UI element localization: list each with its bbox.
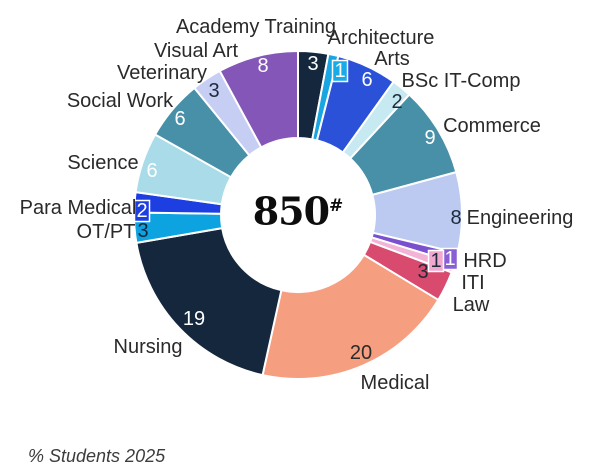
value-label-bsc-it-comp: 2: [391, 91, 402, 113]
value-label-box-iti: [427, 249, 445, 273]
category-label-science: Science: [67, 152, 138, 174]
value-label-commerce: 9: [424, 127, 435, 149]
category-label-bsc-it-comp: BSc IT-Comp: [402, 70, 521, 92]
pie-slice-nursing: [135, 227, 283, 377]
value-label-arts: 6: [361, 69, 372, 91]
category-label-medical: Medical: [361, 372, 430, 394]
category-label-ot-pt: OT/PT: [77, 221, 136, 243]
chart-footnote: % Students 2025: [28, 446, 166, 466]
category-label-nursing: Nursing: [114, 336, 183, 358]
donut-slices: [133, 50, 463, 380]
value-label-science: 6: [146, 160, 157, 182]
center-value-footnote-marker: #: [329, 195, 344, 216]
category-label-academy-training: Academy Training: [176, 16, 336, 38]
value-label-academy-training: 3: [307, 53, 318, 75]
category-label-engineering: Engineering: [467, 207, 574, 229]
value-label-box-para-medical: [133, 199, 151, 223]
value-label-social-work: 6: [174, 108, 185, 130]
category-label-commerce: Commerce: [443, 115, 541, 137]
category-label-architecture: Architecture: [328, 27, 435, 49]
value-label-engineering: 8: [450, 207, 461, 229]
value-label-medical: 20: [350, 342, 372, 364]
pie-slice-visual-art: [218, 50, 299, 149]
value-label-para-medical: 2: [136, 200, 147, 222]
category-label-hrd: HRD: [463, 250, 506, 272]
center-value-number: 850: [252, 188, 330, 234]
category-label-para-medical: Para Medical: [20, 197, 137, 219]
value-label-box-architecture: [331, 59, 349, 83]
category-label-arts: Arts: [374, 48, 410, 70]
category-label-law: Law: [453, 294, 490, 316]
value-label-nursing: 19: [183, 308, 205, 330]
value-label-ot-pt: 3: [137, 220, 148, 242]
value-label-visual-art: 8: [257, 55, 268, 77]
category-label-visual-art: Visual Art: [154, 40, 239, 62]
category-label-veterinary: Veterinary: [117, 62, 207, 84]
value-label-architecture: 1: [334, 60, 345, 82]
value-label-law: 3: [417, 261, 428, 283]
category-label-iti: ITI: [461, 272, 484, 294]
category-label-social-work: Social Work: [67, 90, 174, 112]
value-label-veterinary: 3: [208, 80, 219, 102]
pie-slice-medical: [261, 253, 440, 380]
value-label-iti: 1: [430, 250, 441, 272]
donut-center-value: 850#: [253, 189, 344, 234]
value-label-hrd: 1: [444, 248, 455, 270]
